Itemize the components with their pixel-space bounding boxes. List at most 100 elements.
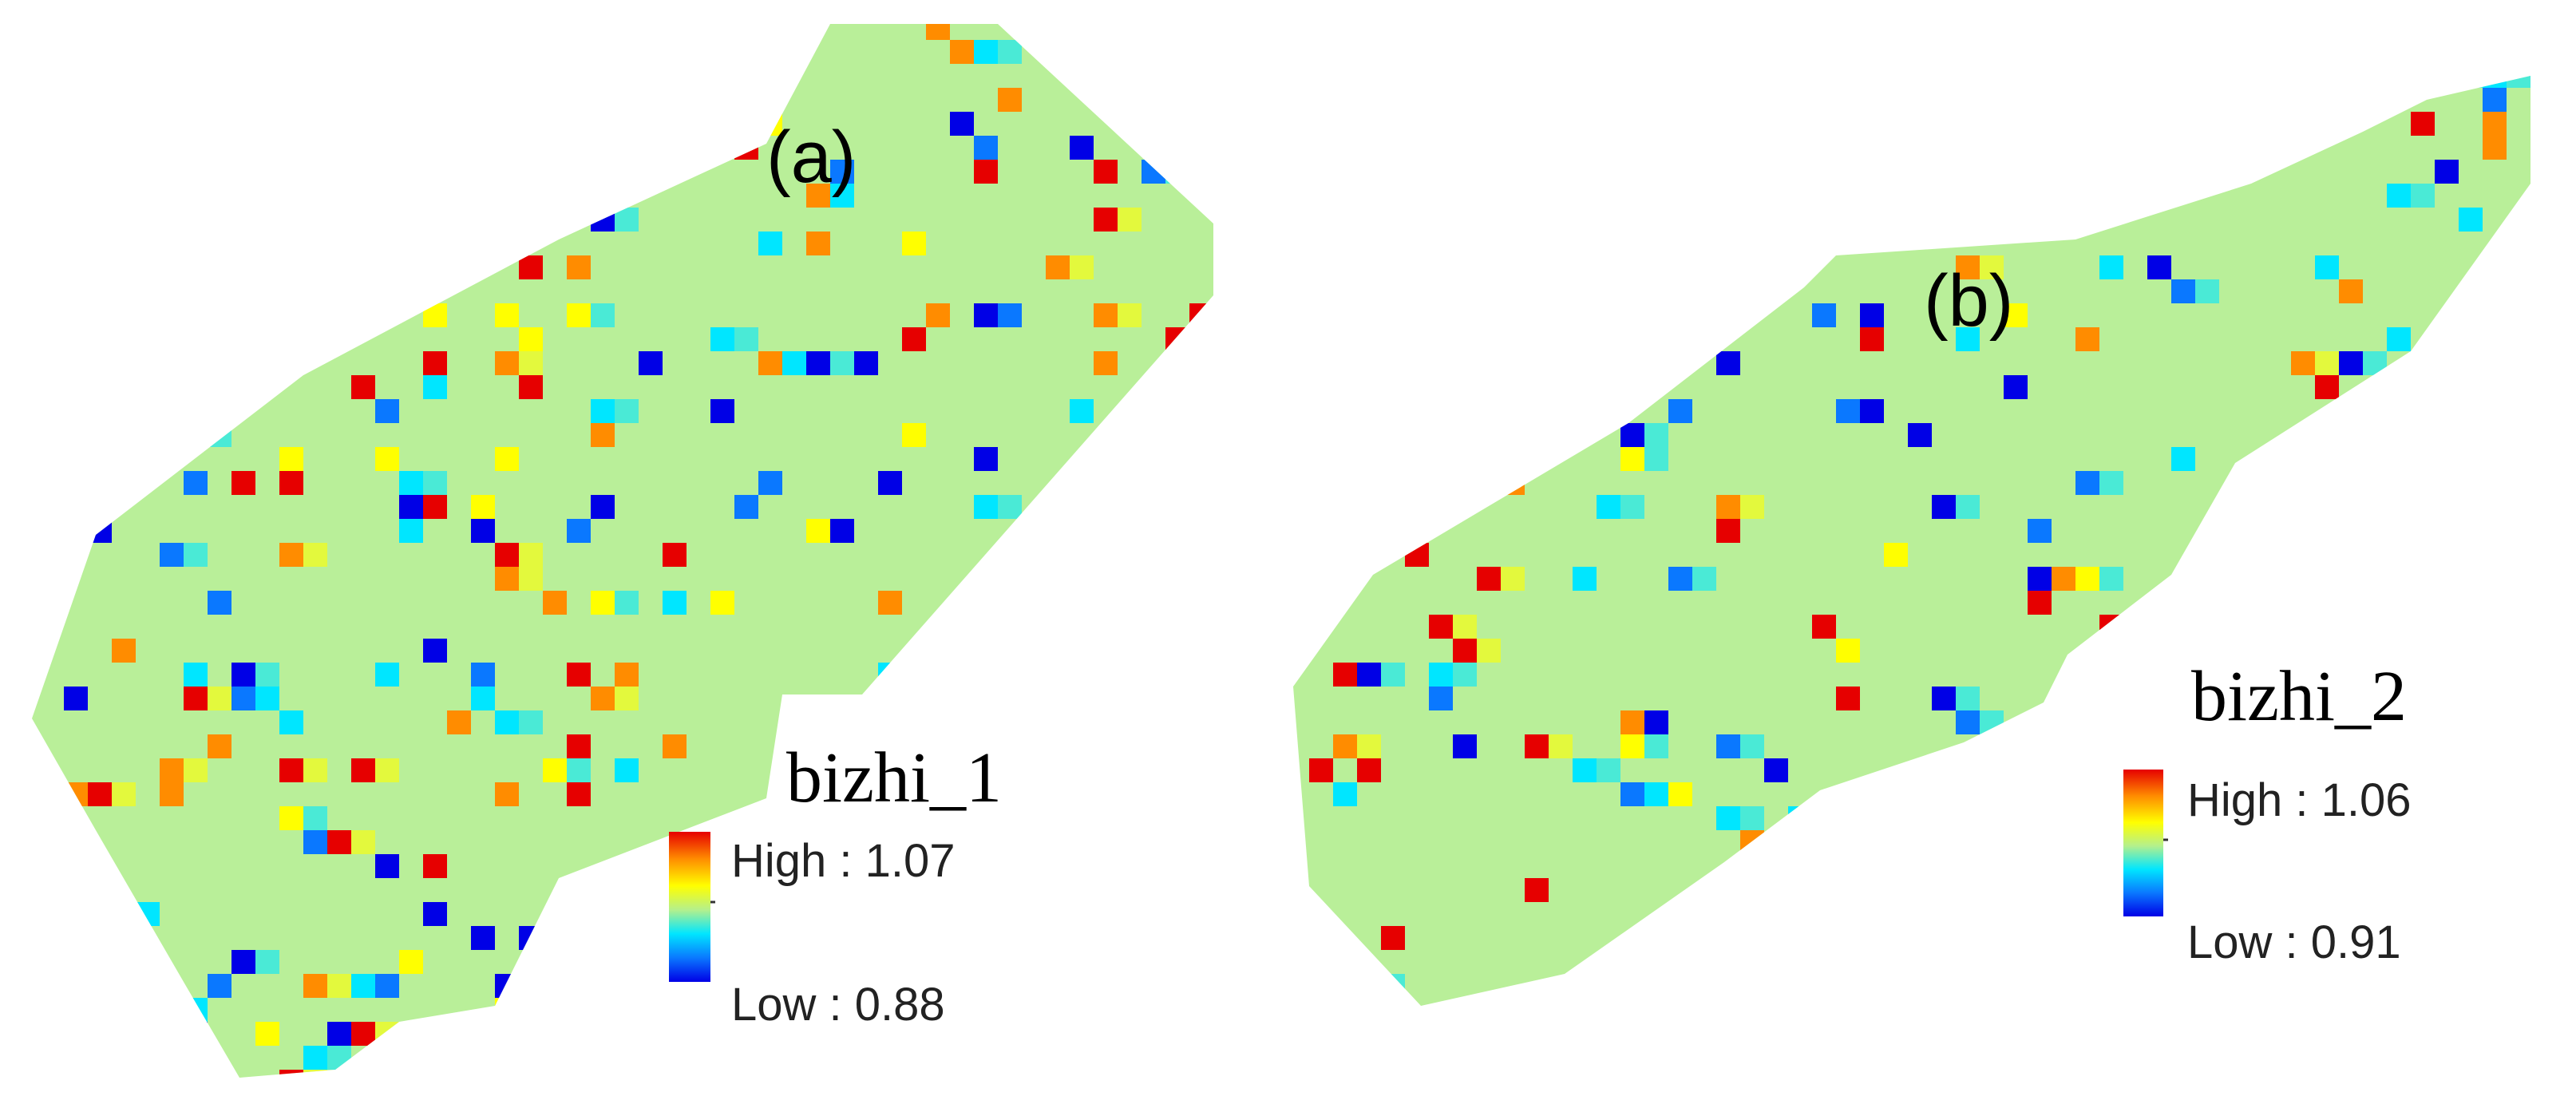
map-a-pixel <box>351 255 375 279</box>
map-a-pixel <box>471 663 495 687</box>
map-a-pixel <box>878 663 902 687</box>
map-a-pixel <box>64 1022 88 1046</box>
map-b-pixel <box>1333 663 1357 687</box>
map-b-pixel <box>2195 615 2219 639</box>
map-a-pixel <box>974 447 998 471</box>
map-b-pixel <box>2028 567 2052 591</box>
map-a-pixel <box>710 902 734 926</box>
map-a-pixel <box>1094 303 1118 327</box>
map-b-pixel <box>2315 351 2339 375</box>
map-b-pixel <box>2004 806 2028 830</box>
map-a-pixel <box>351 375 375 399</box>
map-b-pixel <box>1716 998 1740 1006</box>
map-b-pixel <box>1333 543 1357 567</box>
map-a-pixel <box>1118 830 1142 854</box>
map-a-pixel <box>255 255 279 279</box>
map-a-pixel <box>375 24 399 40</box>
map-a-pixel <box>160 399 184 423</box>
map-b-pixel <box>1620 782 1644 806</box>
map-b-pixel <box>2028 974 2052 998</box>
map-a-pixel <box>88 112 112 136</box>
map-b-pixel <box>2483 112 2507 136</box>
map-b-pixel <box>1668 232 1692 255</box>
map-b-pixel <box>2530 399 2554 423</box>
map-a-pixel <box>255 303 279 327</box>
map-a-pixel <box>279 1070 303 1078</box>
map-a-pixel <box>495 710 519 734</box>
map-b-pixel <box>1597 76 1620 88</box>
map-a-pixel <box>710 327 734 351</box>
map-a-pixel <box>567 255 591 279</box>
map-a-pixel <box>423 902 447 926</box>
map-a-pixel <box>279 543 303 567</box>
map-b-pixel <box>1740 255 1764 279</box>
map-a-pixel <box>567 782 591 806</box>
map-b-pixel <box>2099 112 2123 136</box>
map-a-pixel <box>423 471 447 495</box>
map-a-pixel <box>998 303 1022 327</box>
map-a-pixel <box>902 232 926 255</box>
map-b-pixel <box>1836 160 1860 184</box>
map-b-pixel <box>1381 184 1405 208</box>
map-a-pixel <box>615 399 639 423</box>
map-a-pixel <box>591 687 615 710</box>
map-a-pixel <box>998 687 1022 710</box>
map-b-pixel <box>1293 447 1309 471</box>
map-a-pixel <box>974 160 998 184</box>
map-a-pixel <box>112 974 136 998</box>
map-a-pixel <box>639 88 663 112</box>
map-b-pixel <box>2075 567 2099 591</box>
map-a-pixel <box>303 974 327 998</box>
map-a-pixel <box>519 327 543 351</box>
map-a-pixel <box>112 447 136 471</box>
layer-name-b: bizhi_2 <box>2191 657 2407 736</box>
map-a-pixel <box>1142 495 1165 519</box>
map-b-pixel <box>2195 567 2219 591</box>
map-a-pixel <box>926 24 950 40</box>
map-a-pixel <box>615 663 639 687</box>
map-b-pixel <box>1788 806 1812 830</box>
map-a-pixel <box>878 1070 902 1078</box>
map-a-pixel <box>136 112 160 136</box>
map-a-pixel <box>830 519 854 543</box>
legend-a-color-ramp <box>669 832 710 982</box>
legend-a-high-label: High : 1.07 <box>731 835 956 887</box>
map-b-pixel <box>2075 758 2099 782</box>
map-a-pixel <box>447 160 471 184</box>
map-b-pixel <box>1357 663 1381 687</box>
map-a-pixel <box>399 471 423 495</box>
map-b-pixel <box>1549 399 1573 423</box>
map-b-pixel <box>1956 710 1980 734</box>
map-b-pixel <box>2004 375 2028 399</box>
map-a-pixel <box>639 351 663 375</box>
map-b-pixel <box>1573 758 1597 782</box>
map-b-pixel <box>2530 998 2554 1022</box>
map-a-pixel <box>208 974 231 998</box>
map-a-pixel <box>902 327 926 351</box>
map-a-pixel <box>32 255 40 279</box>
map-a-pixel <box>1213 950 1237 974</box>
map-b-pixel <box>2147 687 2171 710</box>
map-a-pixel <box>1094 782 1118 806</box>
map-b-pixel <box>1740 854 1764 878</box>
map-b-pixel <box>1836 687 1860 710</box>
map-a-pixel <box>399 136 423 160</box>
legend-a: High : 1.07 Low : 0.88 <box>669 832 956 1031</box>
map-a-pixel <box>351 279 375 303</box>
map-a-pixel <box>423 495 447 519</box>
map-a-pixel <box>1237 543 1261 567</box>
map-a-pixel <box>519 567 543 591</box>
map-a-pixel <box>327 1022 351 1046</box>
map-b-pixel <box>1644 998 1668 1006</box>
map-a-pixel <box>184 160 208 184</box>
map-a-pixel <box>1046 543 1070 567</box>
map-a-pixel <box>40 184 64 208</box>
map-a-pixel <box>830 351 854 375</box>
map-a-pixel <box>1213 543 1237 567</box>
map-b-pixel <box>2123 926 2147 950</box>
map-b-pixel <box>1860 830 1884 854</box>
map-a-pixel <box>663 543 687 567</box>
map-a-pixel <box>998 974 1022 998</box>
map-b-pixel <box>2507 255 2530 279</box>
map-a-pixel <box>208 687 231 710</box>
